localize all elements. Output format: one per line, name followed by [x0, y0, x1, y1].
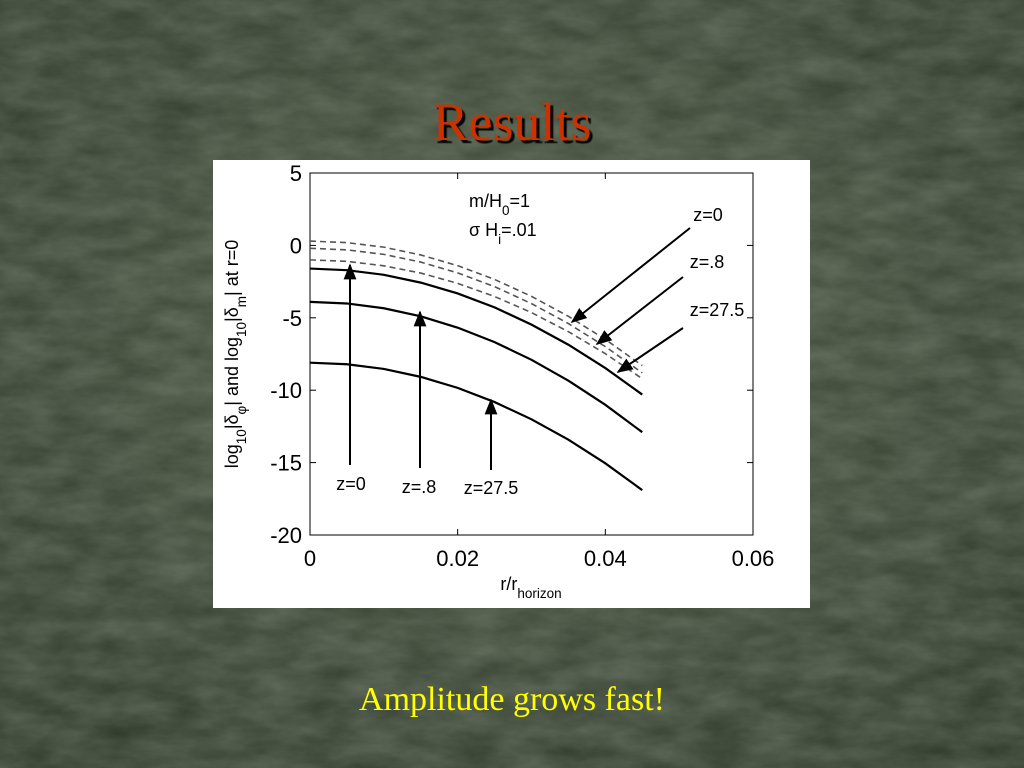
y-axis-label-part: | at r=0	[222, 240, 242, 296]
y-axis-label-sub: m	[234, 296, 249, 307]
curve	[309, 361, 643, 492]
curve	[309, 300, 643, 434]
x-tick-label: 0.02	[436, 546, 479, 571]
annotation-arrow	[616, 327, 684, 373]
x-tick-label: 0	[304, 546, 316, 571]
x-axis-label-sub: horizon	[517, 586, 561, 601]
y-tick-label: 0	[290, 233, 302, 258]
y-axis-label-part: | and log	[222, 337, 242, 406]
slide-title: Results	[432, 92, 591, 152]
y-axis-label-sub: 10	[234, 429, 249, 444]
y-tick-label: 5	[290, 161, 302, 186]
curve	[309, 267, 643, 396]
x-axis-label-part: r/r	[500, 574, 517, 594]
curve	[309, 240, 643, 367]
annotation: z=0	[693, 205, 723, 225]
caption: Amplitude grows fast!	[359, 681, 665, 718]
y-axis-label-part: log	[222, 444, 242, 468]
parameter-text-part: =1	[510, 191, 531, 211]
x-tick-label: 0.04	[584, 546, 627, 571]
annotation: z=0	[336, 474, 366, 494]
y-tick-label: -15	[270, 451, 302, 476]
parameter-text-part: m/H	[469, 191, 502, 211]
parameter-text-part: =.01	[501, 220, 537, 240]
annotation: z=.8	[402, 477, 437, 497]
annotation-arrow	[570, 227, 691, 323]
parameter-text-sub: 0	[502, 203, 510, 218]
y-tick-label: -20	[270, 523, 302, 548]
parameter-text-sub: i	[498, 232, 501, 247]
plot-frame	[309, 172, 754, 536]
y-axis-label-part: |δ	[222, 414, 242, 429]
y-tick-label: -10	[270, 378, 302, 403]
y-axis-label: log10|δφ| and log10|δm| at r=0	[222, 240, 249, 468]
parameter-text: σ Hi=.01	[469, 220, 537, 247]
annotation-arrow	[595, 276, 684, 345]
y-axis-label-sub: 10	[234, 322, 249, 337]
chart-panel	[213, 160, 810, 608]
x-axis-label: r/rhorizon	[500, 574, 561, 601]
chart: 50-5-10-15-200 0.02 0.04 0.06r/rhorizonlog1…	[222, 161, 774, 601]
y-tick-label: -5	[282, 306, 302, 331]
annotation: z=27.5	[464, 478, 519, 498]
annotation: z=27.5	[690, 300, 745, 320]
y-axis-label-sub: φ	[234, 405, 249, 414]
curve	[309, 247, 643, 374]
x-tick-label: 0.06	[732, 546, 775, 571]
parameter-text-part: σ H	[469, 220, 498, 240]
annotation: z=.8	[690, 252, 725, 272]
parameter-text: m/H0=1	[469, 191, 530, 218]
curve	[309, 259, 643, 380]
y-axis-label-part: |δ	[222, 307, 242, 322]
